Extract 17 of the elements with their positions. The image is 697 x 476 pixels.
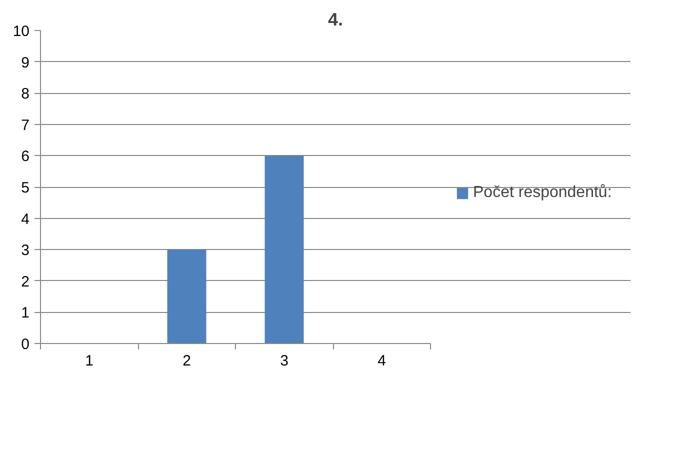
chart-title: 4. bbox=[328, 10, 344, 30]
y-tick-label: 4 bbox=[21, 210, 30, 228]
y-tick-label: 2 bbox=[21, 273, 30, 290]
y-tick-label: 6 bbox=[21, 148, 30, 166]
y-tick-label: 5 bbox=[21, 180, 30, 196]
y-tick-label: 3 bbox=[21, 242, 30, 260]
y-tick-label: 1 bbox=[21, 304, 30, 322]
x-tick-label: 4 bbox=[378, 352, 386, 370]
y-tick-label: 0 bbox=[21, 336, 30, 353]
y-tick-label: 7 bbox=[21, 116, 30, 134]
y-tick-label: 10 bbox=[12, 23, 30, 40]
y-tick-label: 8 bbox=[21, 86, 30, 103]
x-tick-label: 2 bbox=[182, 352, 191, 370]
legend-label: Počet respondentů: bbox=[473, 184, 612, 202]
x-tick-label: 3 bbox=[280, 352, 288, 370]
x-tick-label: 1 bbox=[85, 352, 94, 370]
y-tick-label: 9 bbox=[21, 54, 30, 72]
